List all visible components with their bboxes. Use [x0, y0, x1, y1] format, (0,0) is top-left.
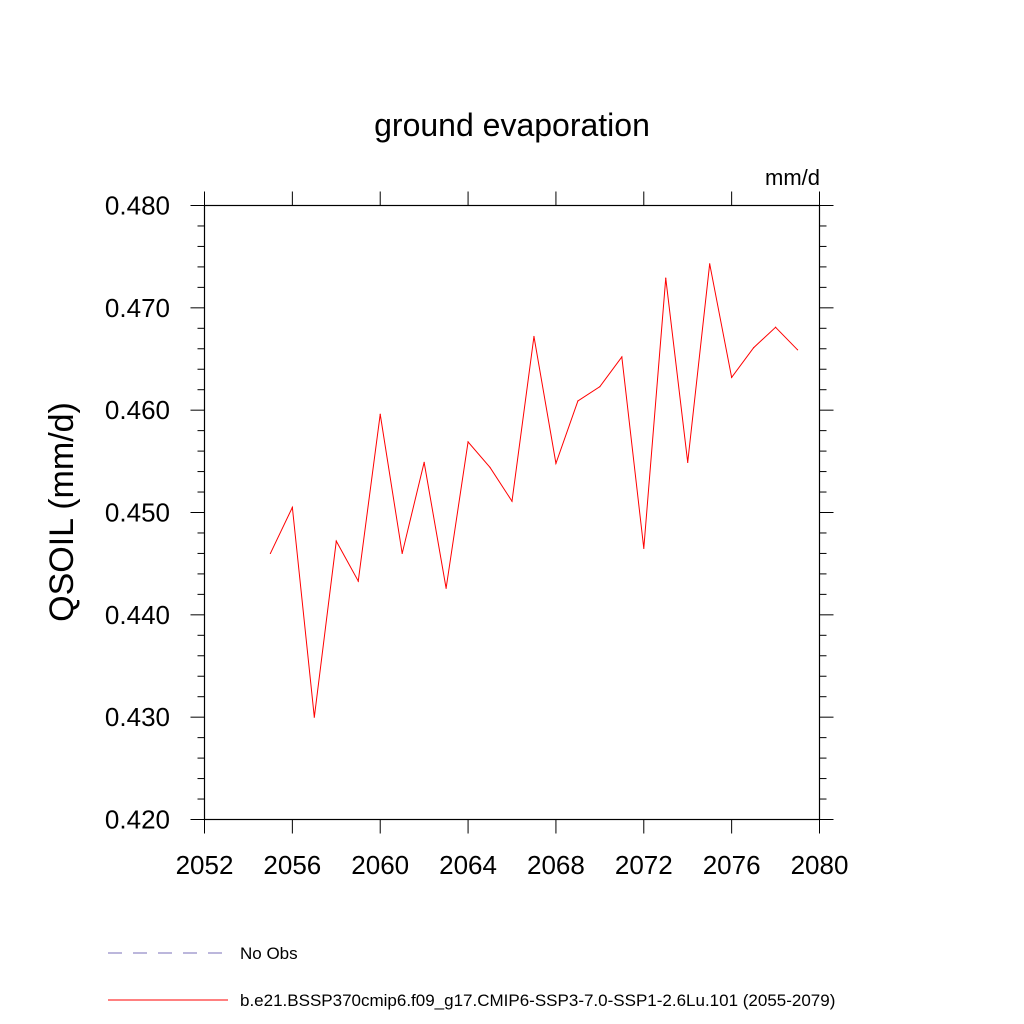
legend-label: b.e21.BSSP370cmip6.f09_g17.CMIP6-SSP3-7.…: [240, 991, 835, 1010]
plot-frame: [203, 204, 821, 821]
data-point: [533, 335, 535, 338]
x-tick-label: 2072: [615, 850, 673, 880]
y-axis-label: QSOIL (mm/d): [43, 402, 81, 622]
series-layer: [269, 263, 799, 718]
data-point: [753, 347, 755, 349]
y-tick-label: 0.480: [105, 191, 170, 221]
units-label: mm/d: [765, 165, 820, 190]
x-tick-label: 2080: [791, 850, 849, 880]
data-point: [467, 441, 469, 443]
data-point: [291, 506, 293, 508]
x-tick-label: 2068: [527, 850, 585, 880]
data-point: [709, 263, 711, 265]
data-point: [796, 349, 799, 351]
y-tick-label: 0.470: [105, 293, 170, 323]
y-tick-label: 0.440: [105, 600, 170, 630]
series-line: [269, 263, 798, 718]
chart-title: ground evaporation: [374, 107, 650, 143]
data-point: [774, 326, 777, 328]
x-tick-label: 2056: [263, 850, 321, 880]
axis-tick-labels: 2052 2056 2060 2064 2068 2072 2076 2080 0.420 0.4…: [105, 191, 849, 881]
data-point: [599, 386, 601, 388]
data-point: [643, 547, 645, 549]
data-point: [731, 376, 733, 379]
data-point: [665, 277, 667, 279]
data-point: [335, 540, 337, 542]
x-tick-label: 2076: [703, 850, 761, 880]
y-tick-label: 0.460: [105, 395, 170, 425]
data-point: [687, 461, 689, 463]
axis-ticks: [190, 191, 834, 834]
data-point: [511, 500, 513, 502]
data-point: [445, 587, 447, 589]
data-point: [379, 413, 381, 415]
data-point: [577, 400, 579, 402]
x-tick-label: 2064: [439, 850, 497, 880]
data-point: [423, 461, 425, 463]
y-tick-label: 0.430: [105, 702, 170, 732]
legend-label: No Obs: [240, 944, 298, 963]
data-point: [357, 580, 359, 582]
y-tick-label: 0.420: [105, 805, 170, 835]
data-point: [313, 716, 315, 718]
x-tick-label: 2052: [176, 850, 234, 880]
data-point: [269, 552, 271, 555]
data-point: [489, 466, 491, 469]
legend: No Obs b.e21.BSSP370cmip6.f09_g17.CMIP6-S…: [108, 944, 835, 1010]
data-point: [555, 462, 557, 464]
data-point: [621, 356, 623, 358]
data-point: [401, 552, 403, 555]
x-tick-label: 2060: [351, 850, 409, 880]
y-tick-label: 0.450: [105, 498, 170, 528]
